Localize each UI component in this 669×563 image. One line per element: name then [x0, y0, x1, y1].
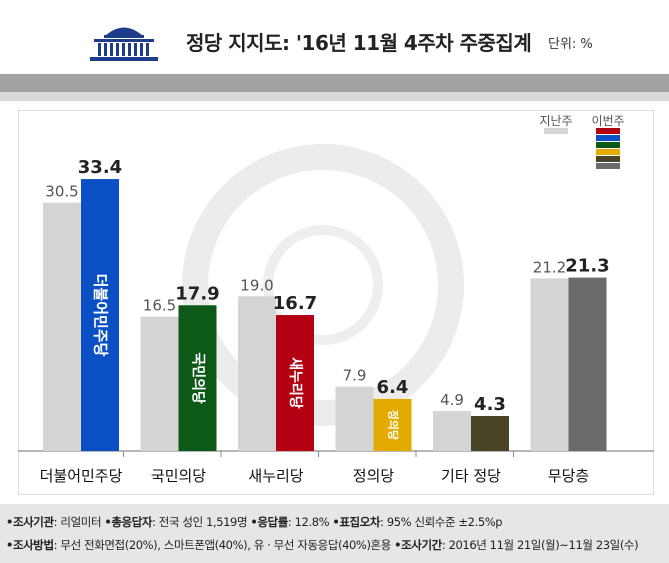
footer-line1-value-1: : 전국 성인 1,519명	[152, 515, 251, 529]
category-label-1: 국민의당	[151, 467, 206, 485]
legend-prev-swatch	[544, 128, 568, 134]
data-label-prev-3: 7.9	[343, 367, 367, 385]
footer-line1-value-0: : 리얼미터	[53, 515, 105, 529]
header-band-light	[0, 92, 669, 101]
bar-prev-4	[433, 411, 471, 451]
footer-line1-key-2: •응답률	[250, 515, 288, 529]
data-label-curr-3: 6.4	[377, 377, 409, 398]
bar-curr-3	[373, 398, 412, 451]
legend-curr-swatch-4	[596, 156, 620, 162]
footer-line2-value-0: : 무선 전화면접(20%), 스마트폰앱(40%), 유 · 무선 자동응답(…	[53, 538, 395, 552]
legend-curr-label: 이번주	[591, 114, 624, 128]
footer-line2-key-0: •조사방법	[6, 538, 54, 552]
data-label-prev-5: 21.2	[533, 258, 566, 276]
survey-info-line-2: •조사방법: 무선 전화면접(20%), 스마트폰앱(40%), 유 · 무선 …	[6, 537, 639, 553]
footer-line1-key-1: •총응답자	[104, 515, 153, 529]
survey-info-line-1: •조사기관: 리얼미터 •총응답자: 전국 성인 1,519명 •응답률: 12…	[6, 514, 503, 530]
page-title: 정당 지지도: '16년 11월 4주차 주중집계	[186, 31, 532, 55]
party-logo-text-0: 더불어민주당	[92, 274, 110, 357]
data-label-curr-2: 16.7	[273, 293, 317, 314]
header-band	[0, 74, 669, 92]
data-label-prev-1: 16.5	[143, 297, 176, 315]
footer-line1-key-0: •조사기관	[6, 515, 54, 529]
survey-info-footer: •조사기관: 리얼미터 •총응답자: 전국 성인 1,519명 •응답률: 12…	[0, 504, 669, 563]
category-label-2: 새누리당	[248, 467, 303, 485]
footer-line2-key-1: •조사기간	[394, 538, 442, 552]
footer-line1-value-2: : 12.8%	[287, 515, 333, 529]
legend-curr-swatch-1	[596, 135, 620, 141]
category-label-5: 무당층	[548, 467, 589, 485]
data-label-prev-2: 19.0	[240, 276, 273, 294]
bar-curr-1	[178, 305, 217, 451]
bar-prev-2	[238, 296, 276, 451]
national-assembly-icon	[90, 27, 158, 61]
footer-line2-value-1: : 2016년 11월 21일(월)~11월 23일(수)	[441, 538, 639, 552]
bar-prev-1	[140, 316, 179, 451]
data-label-curr-5: 21.3	[565, 256, 609, 277]
unit-label: 단위: %	[548, 37, 593, 52]
bar-curr-4	[471, 415, 509, 451]
bar-prev-5	[530, 278, 569, 451]
data-label-curr-1: 17.9	[175, 283, 219, 304]
watermark-seal-ring	[182, 144, 464, 426]
footer-line1-key-3: •표집오차	[332, 515, 381, 529]
category-label-0: 더불어민주당	[40, 467, 123, 485]
data-label-curr-0: 33.4	[78, 157, 122, 178]
bar-curr-5	[568, 277, 607, 451]
legend-prev-label: 지난주	[539, 114, 572, 128]
legend-curr-swatch-0	[596, 128, 620, 134]
category-label-3: 정의당	[353, 467, 395, 485]
data-label-prev-0: 30.5	[45, 183, 78, 201]
data-label-curr-4: 4.3	[474, 394, 506, 415]
bar-prev-3	[335, 386, 374, 451]
chart-area: 지난주 이번주 30.5 33.4 더불어민주당 더불어민주당 16.5 17.9 국민의당 국민…	[18, 110, 654, 495]
bar-curr-2	[276, 315, 314, 451]
header: 정당 지지도: '16년 11월 4주차 주중집계 단위: %	[0, 0, 669, 74]
party-logo-text-1: 국민의당	[190, 352, 207, 404]
bar-curr-0	[81, 179, 119, 451]
bar-prev-0	[43, 202, 81, 451]
legend-curr-swatch-5	[596, 163, 620, 169]
data-label-prev-4: 4.9	[440, 391, 464, 409]
watermark-seal-center	[263, 225, 383, 345]
category-label-4: 기타 정당	[441, 467, 501, 485]
party-logo-text-2: 새누리당	[287, 357, 304, 409]
footer-line1-value-3: : 95% 신뢰수준 ±2.5%p	[380, 515, 503, 529]
party-logo-text-3: 정의당	[387, 410, 401, 440]
legend-curr-swatch-3	[596, 149, 620, 155]
legend-curr-swatch-2	[596, 142, 620, 148]
